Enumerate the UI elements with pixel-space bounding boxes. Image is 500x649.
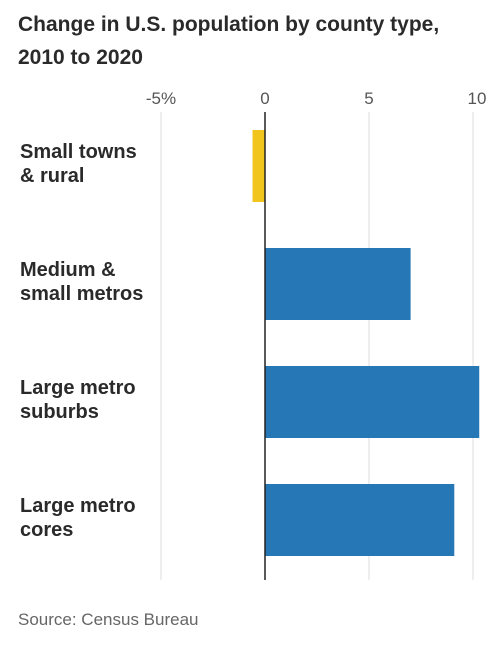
bars [252,130,480,556]
category-label: Large metro cores [20,495,136,541]
category-label: Large metro suburbs [20,377,136,423]
x-tick-label: 5 [364,89,373,108]
x-tick-label: 10 [468,89,487,108]
category-labels: Small towns & rural Medium & small metros La… [20,141,143,541]
x-tick-labels: -5% 0 5 10 [146,89,487,108]
x-tick-label: -5% [146,89,176,108]
chart-title: Change in U.S. population by county type… [18,13,440,69]
bar [265,248,411,320]
category-label: Medium & small metros [20,259,143,305]
x-tick-label: 0 [260,89,269,108]
source-note: Source: Census Bureau [18,610,199,629]
category-label: Small towns & rural [20,141,137,187]
bar [252,130,265,202]
bar [265,366,480,438]
bar [265,484,455,556]
